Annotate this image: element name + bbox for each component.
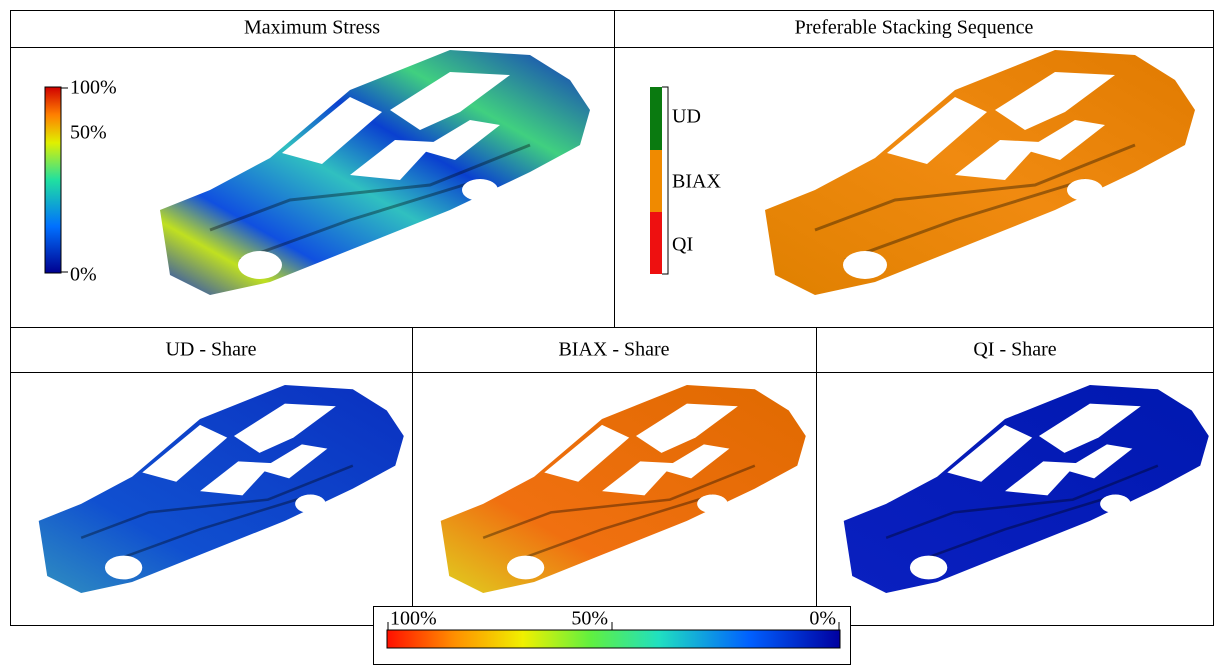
- panel-title: Preferable Stacking Sequence: [795, 17, 1034, 39]
- colorbar-label: 50%: [571, 608, 608, 630]
- colorbar-label: 0%: [809, 608, 836, 630]
- colorbar: [45, 87, 61, 273]
- legend-swatch: [650, 212, 662, 274]
- figure: Maximum Stress Preferable Stacking Seque…: [0, 0, 1214, 668]
- legend-bracket: [662, 87, 668, 274]
- panel-title: UD - Share: [165, 339, 256, 361]
- legend-label: 0%: [70, 264, 97, 286]
- car-model: [765, 50, 1195, 295]
- legend-swatch: [650, 150, 662, 212]
- panel-title: BIAX - Share: [558, 339, 669, 361]
- colorbar: [387, 630, 840, 648]
- legend-label: UD: [672, 106, 701, 128]
- car-model: [160, 50, 590, 295]
- legend-label: 100%: [70, 77, 117, 99]
- panel-title: QI - Share: [973, 339, 1056, 361]
- legend-label: QI: [672, 234, 693, 256]
- legend-swatch: [650, 87, 662, 150]
- car-model: [39, 385, 404, 593]
- car-model: [441, 385, 806, 593]
- legend-label: 50%: [70, 122, 107, 144]
- legend-label: BIAX: [672, 171, 721, 193]
- car-model: [844, 385, 1209, 593]
- panel-title: Maximum Stress: [244, 17, 380, 39]
- colorbar-label: 100%: [390, 608, 437, 630]
